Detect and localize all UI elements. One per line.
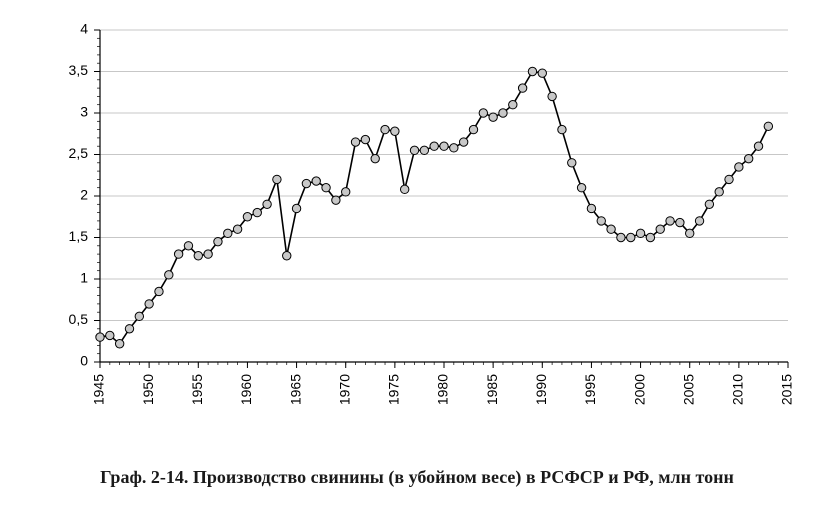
- data-marker: [400, 185, 408, 193]
- data-marker: [450, 144, 458, 152]
- data-marker: [125, 325, 133, 333]
- data-marker: [764, 122, 772, 130]
- data-marker: [518, 84, 526, 92]
- data-marker: [145, 300, 153, 308]
- data-marker: [135, 312, 143, 320]
- x-tick-label: 2015: [779, 374, 795, 405]
- y-tick-label: 0: [80, 353, 88, 369]
- data-marker: [106, 331, 114, 339]
- data-marker: [735, 163, 743, 171]
- x-tick-label: 1945: [91, 374, 107, 405]
- data-marker: [440, 142, 448, 150]
- data-marker: [165, 271, 173, 279]
- data-marker: [646, 233, 654, 241]
- x-tick-label: 2005: [680, 374, 696, 405]
- y-tick-label: 2: [80, 187, 88, 203]
- y-tick-label: 1: [80, 270, 88, 286]
- data-marker: [686, 229, 694, 237]
- data-marker: [597, 217, 605, 225]
- page: 0 0,5 1 1,5 2 2,5 3 3,5 4 1945 1950 1955 1960 1965 197…: [0, 0, 834, 506]
- y-tick-label: 1,5: [69, 228, 89, 244]
- x-tick-label: 1985: [484, 374, 500, 405]
- data-marker: [509, 101, 517, 109]
- data-marker: [283, 252, 291, 260]
- data-marker: [214, 237, 222, 245]
- data-marker: [184, 242, 192, 250]
- x-tick-label: 2010: [730, 374, 746, 405]
- x-tick-label: 1995: [582, 374, 598, 405]
- x-tick-label: 1960: [238, 374, 254, 405]
- data-marker: [312, 177, 320, 185]
- data-marker: [420, 146, 428, 154]
- data-marker: [744, 154, 752, 162]
- chart-container: 0 0,5 1 1,5 2 2,5 3 3,5 4 1945 1950 1955 1960 1965 197…: [40, 20, 800, 430]
- data-marker: [292, 204, 300, 212]
- data-marker: [273, 175, 281, 183]
- data-marker: [322, 184, 330, 192]
- line-chart: 0 0,5 1 1,5 2 2,5 3 3,5 4 1945 1950 1955 1960 1965 197…: [40, 20, 800, 430]
- x-tick-label: 1955: [189, 374, 205, 405]
- y-tick-label: 2,5: [69, 145, 89, 161]
- data-marker: [391, 127, 399, 135]
- data-marker: [617, 233, 625, 241]
- data-marker: [695, 217, 703, 225]
- data-marker: [351, 138, 359, 146]
- data-marker: [607, 225, 615, 233]
- data-marker: [174, 250, 182, 258]
- data-marker: [666, 217, 674, 225]
- data-marker: [361, 135, 369, 143]
- data-marker: [558, 125, 566, 133]
- data-marker: [233, 225, 241, 233]
- y-tick-label: 3: [80, 104, 88, 120]
- data-marker: [676, 218, 684, 226]
- data-marker: [489, 113, 497, 121]
- data-marker: [656, 225, 664, 233]
- data-marker: [263, 200, 271, 208]
- data-marker: [381, 125, 389, 133]
- data-marker: [705, 200, 713, 208]
- y-tick-label: 4: [80, 21, 88, 37]
- y-tick-label: 0,5: [69, 311, 89, 327]
- x-tick-label: 1950: [140, 374, 156, 405]
- x-tick-label: 2000: [631, 374, 647, 405]
- data-marker: [469, 125, 477, 133]
- data-marker: [155, 287, 163, 295]
- x-tick-label: 1975: [386, 374, 402, 405]
- x-tick-label: 1965: [287, 374, 303, 405]
- data-marker: [302, 179, 310, 187]
- data-marker: [371, 154, 379, 162]
- data-marker: [479, 109, 487, 117]
- x-tick-label: 1990: [533, 374, 549, 405]
- data-marker: [342, 188, 350, 196]
- data-marker: [528, 67, 536, 75]
- data-marker: [548, 92, 556, 100]
- data-marker: [715, 188, 723, 196]
- data-marker: [410, 146, 418, 154]
- data-marker: [538, 69, 546, 77]
- data-marker: [115, 340, 123, 348]
- figure-caption: Граф. 2-14. Производство свинины (в убой…: [0, 467, 834, 488]
- data-marker: [587, 204, 595, 212]
- data-marker: [499, 109, 507, 117]
- data-marker: [224, 229, 232, 237]
- data-marker: [568, 159, 576, 167]
- data-marker: [243, 213, 251, 221]
- data-marker: [636, 229, 644, 237]
- data-marker: [725, 175, 733, 183]
- data-marker: [459, 138, 467, 146]
- data-marker: [577, 184, 585, 192]
- data-marker: [627, 233, 635, 241]
- data-marker: [204, 250, 212, 258]
- data-marker: [194, 252, 202, 260]
- data-marker: [332, 196, 340, 204]
- data-marker: [754, 142, 762, 150]
- data-marker: [253, 208, 261, 216]
- x-tick-label: 1970: [336, 374, 352, 405]
- data-marker: [430, 142, 438, 150]
- y-tick-label: 3,5: [69, 62, 89, 78]
- x-tick-label: 1980: [435, 374, 451, 405]
- data-marker: [96, 333, 104, 341]
